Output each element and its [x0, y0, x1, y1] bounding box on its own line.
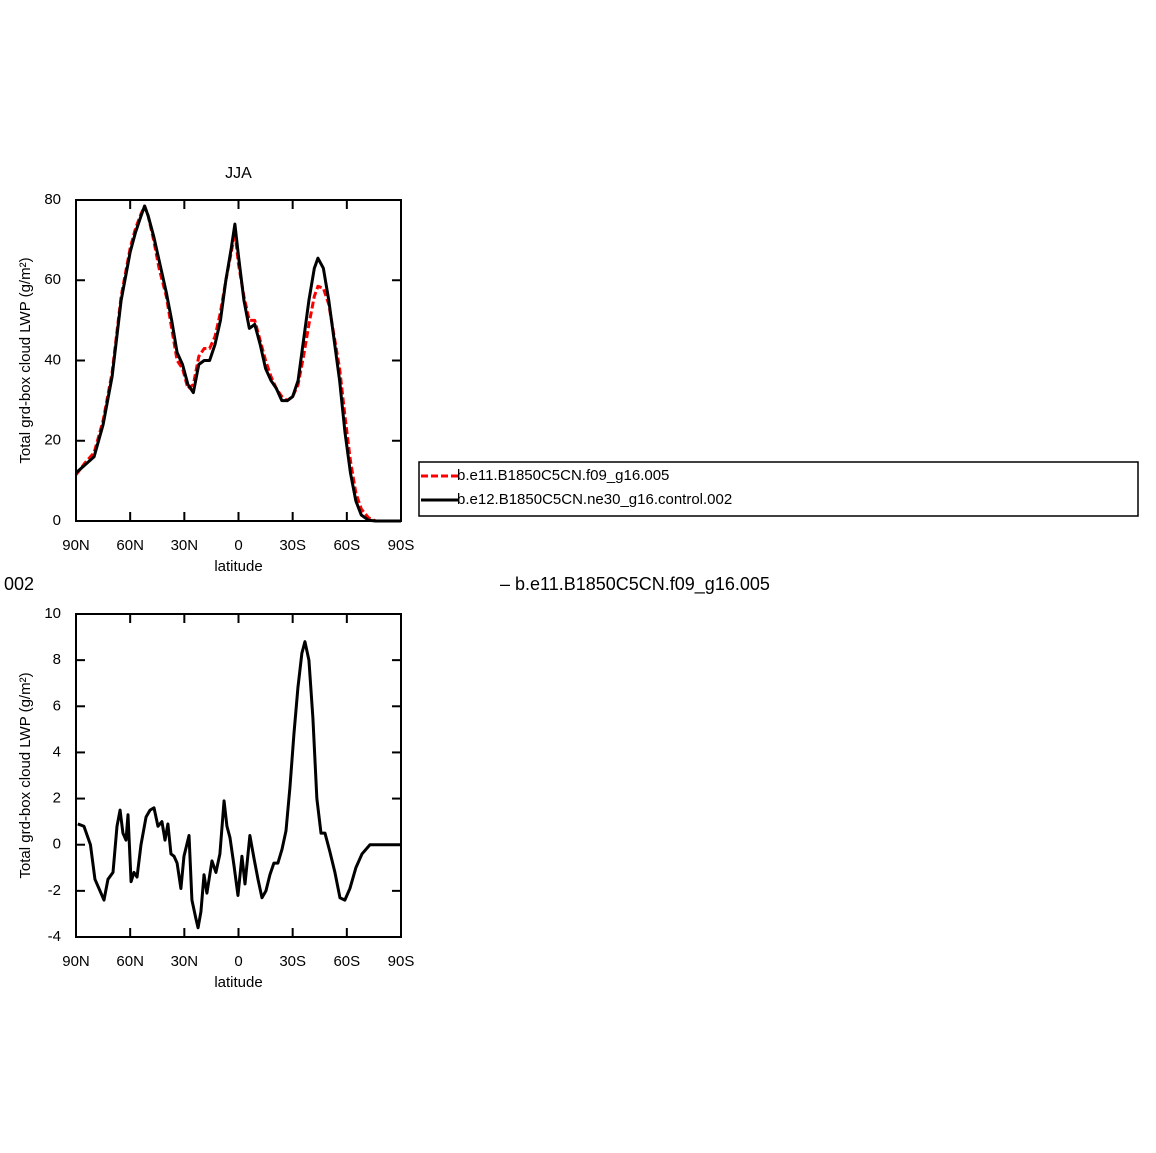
y-tick-label: 8 — [53, 651, 61, 668]
y-axis-label: Total grd-box cloud LWP (g/m²) — [17, 257, 34, 463]
y-tick-label: 40 — [44, 351, 61, 368]
y-tick-label: 80 — [44, 191, 61, 208]
y-axis-label: Total grd-box cloud LWP (g/m²) — [17, 672, 34, 878]
data-line — [77, 640, 401, 930]
x-tick-label: 90N — [62, 953, 90, 970]
annotation: – b.e11.B1850C5CN.f09_g16.005 — [500, 574, 770, 595]
annotation: 002 — [4, 574, 34, 594]
y-tick-label: -4 — [48, 928, 61, 945]
y-tick-label: 10 — [44, 605, 61, 622]
x-tick-label: 30S — [279, 953, 306, 970]
y-tick-label: 0 — [53, 836, 61, 853]
y-tick-label: 60 — [44, 271, 61, 288]
legend-label: b.e11.B1850C5CN.f09_g16.005 — [457, 467, 669, 484]
y-tick-label: 2 — [53, 790, 61, 807]
legend-label: b.e12.B1850C5CN.ne30_g16.control.002 — [457, 491, 732, 508]
plot-frame — [75, 613, 402, 938]
x-tick-label: 30N — [171, 537, 199, 554]
x-axis-label: latitude — [214, 558, 262, 575]
x-tick-label: 90S — [388, 953, 415, 970]
legend-box — [418, 461, 1139, 517]
y-tick-label: -2 — [48, 882, 61, 899]
x-axis-label: latitude — [214, 974, 262, 991]
chart-title: JJA — [225, 165, 252, 182]
y-tick-label: 20 — [44, 432, 61, 449]
x-tick-label: 60N — [116, 953, 144, 970]
x-tick-label: 90N — [62, 537, 90, 554]
y-tick-label: 4 — [53, 743, 61, 760]
plot-frame — [75, 199, 402, 522]
x-tick-label: 0 — [234, 537, 242, 554]
x-tick-label: 60S — [333, 537, 360, 554]
x-tick-label: 30N — [171, 953, 199, 970]
data-line — [75, 204, 401, 523]
x-tick-label: 90S — [388, 537, 415, 554]
y-tick-label: 6 — [53, 697, 61, 714]
x-tick-label: 0 — [234, 953, 242, 970]
x-tick-label: 30S — [279, 537, 306, 554]
y-tick-label: 0 — [53, 512, 61, 529]
x-tick-label: 60N — [116, 537, 144, 554]
x-tick-label: 60S — [333, 953, 360, 970]
